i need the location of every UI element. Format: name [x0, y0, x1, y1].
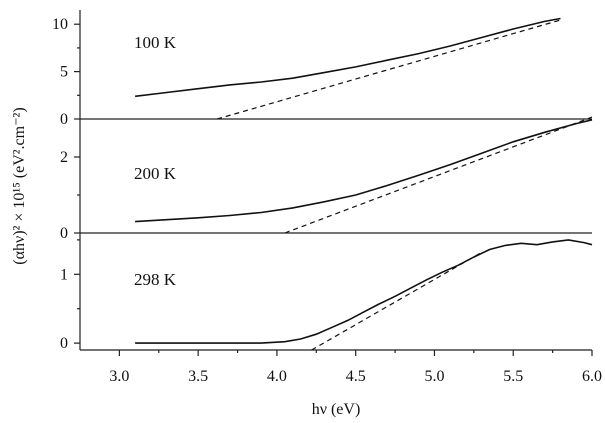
panel-label-1: 200 K: [134, 164, 177, 183]
panel-2-y-tick-label-0: 0: [60, 335, 68, 352]
y-axis-title: (αhν)² × 10¹⁵ (eV².cm⁻²): [11, 107, 28, 264]
x-axis-title: hν (eV): [312, 401, 361, 418]
panel-label-2: 298 K: [134, 270, 177, 289]
panel-2-data-line: [135, 239, 593, 344]
panel-0-data-line: [135, 17, 561, 98]
x-tick-label-6: 6.0: [582, 368, 602, 385]
panel-0-y-tick-label-1: 5: [60, 64, 68, 81]
panel-0-fit-line: [216, 19, 561, 120]
panel-label-0: 100 K: [134, 33, 177, 52]
x-tick-label-1: 3.5: [188, 368, 208, 385]
panel-1-fit-line: [284, 116, 593, 234]
panel-0-y-tick-label-2: 10: [52, 16, 68, 33]
panel-2-y-tick-label-1: 1: [60, 266, 68, 283]
x-tick-label-3: 4.5: [346, 368, 366, 385]
x-tick-label-4: 5.0: [424, 368, 444, 385]
panel-0-y-tick-label-0: 0: [60, 111, 68, 128]
panel-1-y-tick-label-1: 2: [60, 149, 68, 166]
x-tick-label-5: 5.5: [503, 368, 523, 385]
x-tick-label-2: 4.0: [267, 368, 287, 385]
panel-2-fit-line: [311, 251, 482, 351]
x-tick-label-0: 3.0: [109, 368, 129, 385]
panel-1-y-tick-label-0: 0: [60, 225, 68, 242]
panel-1-data-line: [135, 119, 593, 223]
